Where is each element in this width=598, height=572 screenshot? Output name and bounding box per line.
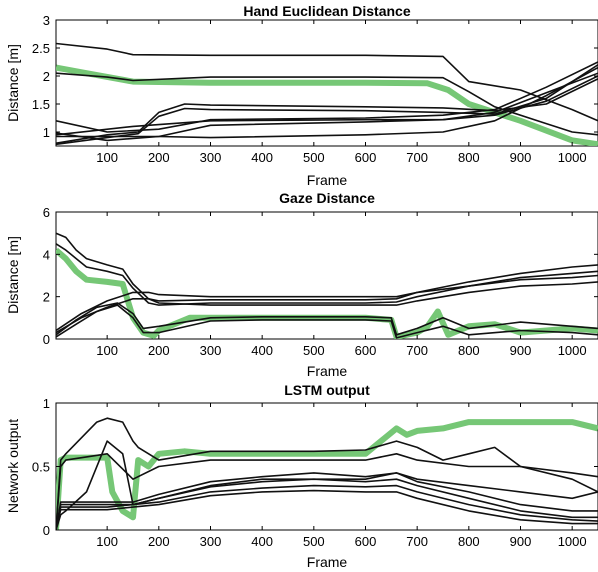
series-line-5 <box>56 478 598 530</box>
series-line-1 <box>56 232 598 302</box>
x-tick-label: 400 <box>251 150 273 165</box>
x-tick-label: 200 <box>148 150 170 165</box>
y-axis-label: Distance [m] <box>5 236 21 314</box>
series-line-4 <box>56 472 598 530</box>
series-layer <box>56 42 598 146</box>
gaze-distance-panel: Gaze Distance 100 200 300 400 500 600 700 800 90… <box>5 190 598 379</box>
ticks-layer: 100 200 300 400 500 600 700 800 900 1000 0 0.5 1 <box>32 396 598 549</box>
x-tick-label: 700 <box>406 150 428 165</box>
series-line-3 <box>56 274 598 332</box>
plot-frame <box>55 211 598 340</box>
series-line-8 <box>56 66 598 139</box>
x-tick-label: 1000 <box>558 534 587 549</box>
y-tick-label: 1 <box>43 396 50 411</box>
x-tick-label: 200 <box>148 534 170 549</box>
y-axis-label: Distance [m] <box>5 44 21 122</box>
hand-distance-panel: Hand Euclidean Distance 100 200 300 400 500 6… <box>5 3 598 188</box>
x-tick-label: 600 <box>355 150 377 165</box>
x-tick-label: 600 <box>355 343 377 358</box>
x-tick-label: 300 <box>200 534 222 549</box>
y-tick-label: 4 <box>43 247 50 262</box>
y-tick-label: 1 <box>43 125 50 140</box>
series-line-2 <box>56 452 598 530</box>
x-tick-label: 500 <box>303 343 325 358</box>
series-line-6 <box>56 72 598 142</box>
x-tick-label: 800 <box>458 150 480 165</box>
x-tick-label: 700 <box>406 534 428 549</box>
ticks-layer: 100 200 300 400 500 600 700 800 900 1000 0 2 4 6 <box>43 205 598 358</box>
x-axis-label: Frame <box>307 172 348 188</box>
y-tick-label: 0 <box>43 332 50 347</box>
y-tick-label: 0.5 <box>32 460 50 475</box>
x-tick-label: 300 <box>200 150 222 165</box>
x-tick-label: 900 <box>510 343 532 358</box>
y-tick-label: 2 <box>43 69 50 84</box>
highlight-series-line <box>56 247 598 339</box>
series-line-2 <box>56 72 598 136</box>
x-tick-label: 600 <box>355 534 377 549</box>
y-axis-label: Network output <box>5 419 21 513</box>
x-tick-label: 100 <box>96 150 118 165</box>
plot-frame <box>55 19 598 147</box>
x-tick-label: 900 <box>510 150 532 165</box>
x-tick-label: 100 <box>96 534 118 549</box>
series-line-1 <box>56 417 598 530</box>
y-tick-label: 1.5 <box>32 97 50 112</box>
x-tick-label: 1000 <box>558 343 587 358</box>
series-line-6 <box>56 484 598 530</box>
x-axis-label: Frame <box>307 554 348 570</box>
chart-title: Hand Euclidean Distance <box>243 3 410 19</box>
x-tick-label: 100 <box>96 343 118 358</box>
x-tick-label: 400 <box>251 534 273 549</box>
lstm-output-panel: LSTM output 100 200 300 400 500 600 700 800 900 1… <box>5 382 598 570</box>
x-tick-label: 300 <box>200 343 222 358</box>
series-line-1 <box>56 42 598 122</box>
x-tick-label: 400 <box>251 343 273 358</box>
x-tick-label: 700 <box>406 343 428 358</box>
y-tick-label: 0 <box>43 523 50 538</box>
y-tick-label: 3 <box>43 13 50 28</box>
x-tick-label: 1000 <box>558 150 587 165</box>
ticks-layer: 100 200 300 400 500 600 700 800 900 1000 1 1.5 2 2.5 3 <box>32 13 598 165</box>
y-tick-label: 2 <box>43 290 50 305</box>
series-line-4 <box>56 64 598 146</box>
x-axis-label: Frame <box>307 363 348 379</box>
x-tick-label: 800 <box>458 534 480 549</box>
chart-title: Gaze Distance <box>279 190 375 206</box>
x-tick-label: 500 <box>303 534 325 549</box>
series-line-7 <box>56 75 598 136</box>
series-layer <box>56 417 598 530</box>
series-line-5 <box>56 302 598 336</box>
series-line-3 <box>56 440 598 530</box>
series-line-4 <box>56 281 598 334</box>
series-line-7 <box>56 489 598 530</box>
x-tick-label: 800 <box>458 343 480 358</box>
x-tick-label: 900 <box>510 534 532 549</box>
y-tick-label: 2.5 <box>32 41 50 56</box>
highlight-series-line <box>56 419 598 530</box>
series-line-6 <box>56 304 598 339</box>
chart-title: LSTM output <box>284 382 370 398</box>
x-tick-label: 200 <box>148 343 170 358</box>
series-line-5 <box>56 61 598 133</box>
y-tick-label: 6 <box>43 205 50 220</box>
x-tick-label: 500 <box>303 150 325 165</box>
series-layer <box>56 232 598 339</box>
